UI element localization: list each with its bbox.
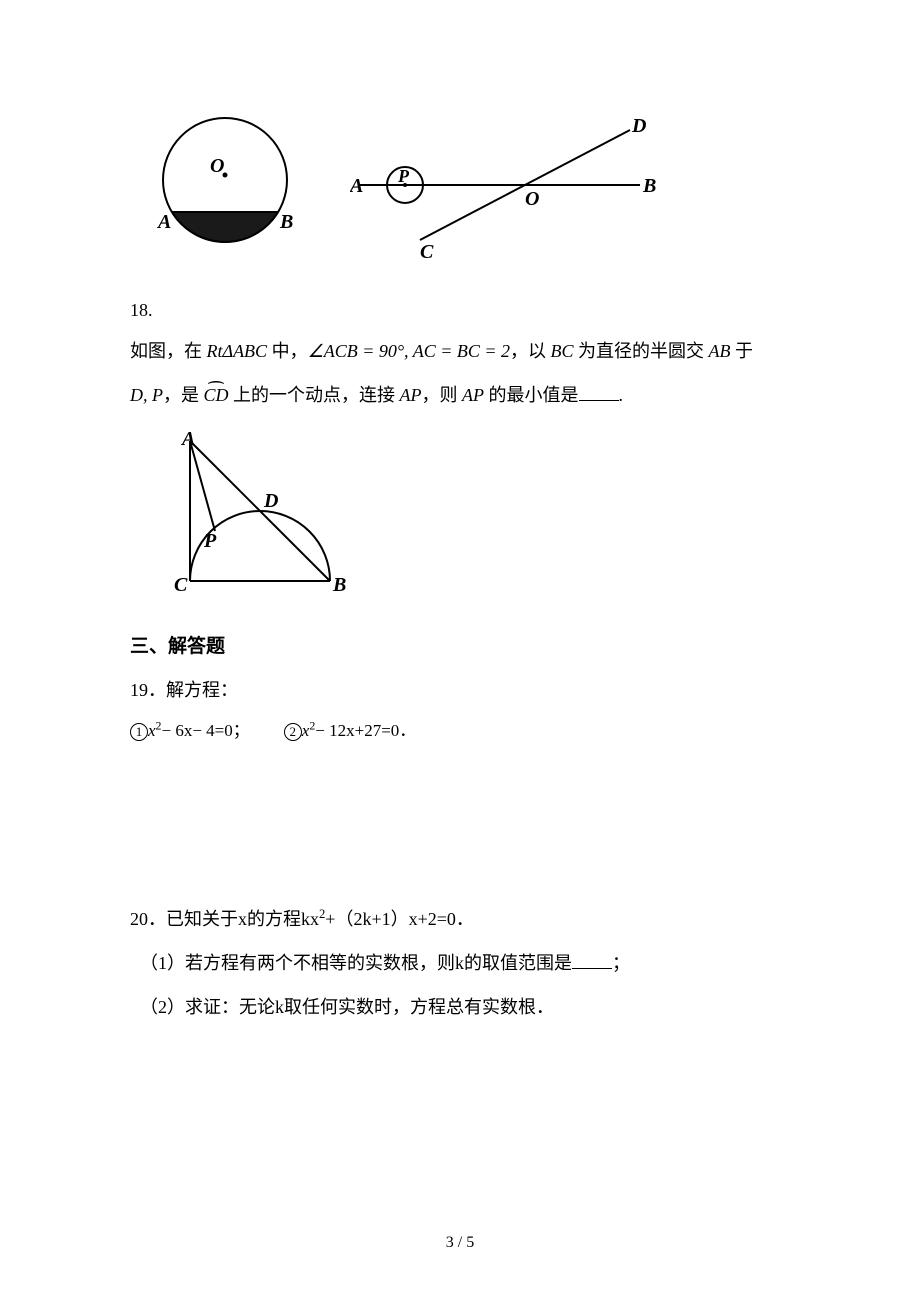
label-A2: A	[350, 175, 363, 197]
q18-line1: 如图，在 RtΔABC 中，∠ACB = 90°, AC = BC = 2，以 …	[130, 333, 790, 369]
q18-figure-wrap: A B C D P	[160, 431, 790, 601]
q20-label: 20．已知关于x的方程kx2+（2k+1）x+2=0．	[130, 901, 790, 937]
q20-part2: （2）求证：无论k取任何实数时，方程总有实数根．	[130, 989, 790, 1025]
q20-pre: 20．已知关于x的方程kx	[130, 909, 319, 929]
q18-figure: A B C D P	[160, 431, 350, 601]
q18-l1-post3: 于	[731, 341, 754, 361]
q18-l1-mid: 中，	[267, 341, 308, 361]
label-P2: P	[397, 166, 410, 186]
top-figures-row: O A B A B C D O P	[130, 110, 790, 260]
blank-2	[572, 951, 612, 969]
q20-part1: （1）若方程有两个不相等的实数根，则k的取值范围是 ；	[130, 945, 790, 981]
label-D2: D	[631, 115, 646, 137]
q18-line2: D, P，是 CD 上的一个动点，连接 AP，则 AP 的最小值是.	[130, 377, 790, 413]
q18-dp: D, P	[130, 385, 163, 405]
label-A: A	[156, 211, 171, 233]
circled-2: 2	[284, 723, 302, 741]
q19-eq1-x: x	[148, 721, 156, 740]
q18-number: 18.	[130, 300, 790, 321]
q20-p1-post: ；	[612, 953, 630, 973]
q19-eq1-rest: − 6x− 4=0；	[162, 721, 250, 740]
q18-l1-pre: 如图，在	[130, 341, 207, 361]
q18-l2-end: 的最小值是	[484, 385, 579, 405]
q18-arc: CD	[204, 377, 229, 413]
q20-p1-pre: （1）若方程有两个不相等的实数根，则k的取值范围是	[140, 953, 572, 973]
label-B: B	[279, 211, 293, 233]
q18-ab: AB	[709, 341, 731, 361]
q18-angle: ∠ACB = 90°, AC = BC = 2	[308, 341, 510, 361]
label-C2: C	[420, 241, 434, 260]
label-O2: O	[525, 188, 539, 210]
page-footer: 3 / 5	[0, 1234, 920, 1252]
q18-label-B: B	[332, 574, 346, 596]
q18-rt: Rt	[207, 341, 223, 361]
q18-period: .	[619, 385, 624, 405]
q18-bc: BC	[551, 341, 574, 361]
q18-l1-post1: ，以	[510, 341, 551, 361]
spacer	[130, 741, 790, 901]
q19-eq2-rest: − 12x+27=0．	[315, 721, 416, 740]
q18-l1-post2: 为直径的半圆交	[574, 341, 709, 361]
figure-circle-segment: O A B	[140, 110, 310, 260]
q18-label-C: C	[174, 574, 188, 596]
q20-post: +（2k+1）x+2=0．	[325, 909, 474, 929]
q19-label: 19．解方程：	[130, 672, 790, 708]
blank-1	[579, 383, 619, 401]
label-O: O	[210, 155, 224, 177]
figure-lines-circle: A B C D O P	[350, 110, 660, 260]
circled-1: 1	[130, 723, 148, 741]
q18-l2-mid2: 上的一个动点，连接	[229, 385, 400, 405]
q18-label-D: D	[263, 490, 278, 512]
q18-label-P: P	[203, 530, 217, 552]
q18-ap2: AP	[462, 385, 484, 405]
q18-ap1: AP	[400, 385, 422, 405]
q18-tri: ΔABC	[223, 341, 268, 361]
q19-equations: 1x2− 6x− 4=0； 2x2− 12x+27=0．	[130, 716, 790, 741]
label-B2: B	[642, 175, 656, 197]
q18-l2-mid1: ，是	[163, 385, 204, 405]
section-3-heading: 三、解答题	[130, 631, 790, 658]
q18-label-A: A	[180, 431, 195, 450]
q18-l2-mid3: ，则	[422, 385, 463, 405]
